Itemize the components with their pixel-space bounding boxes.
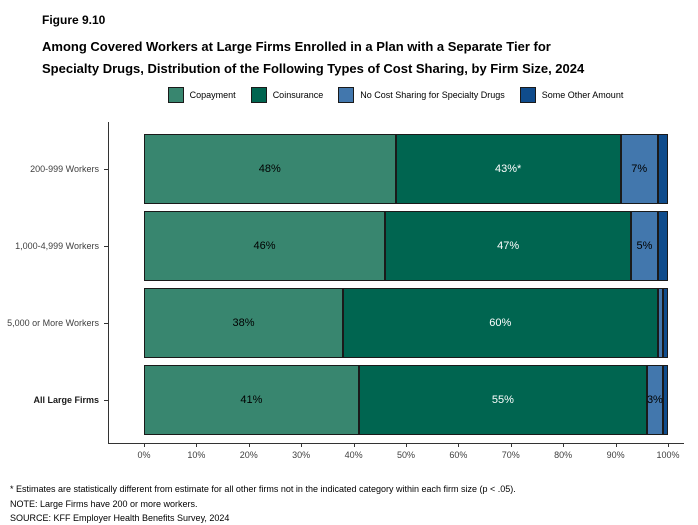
footnotes: * Estimates are statistically different … xyxy=(10,482,516,525)
x-axis-tick xyxy=(668,443,669,447)
bar-segment-5-000-or-more-workers-copayment: 38% xyxy=(144,288,344,358)
x-axis-tick xyxy=(248,443,250,447)
x-axis-tick xyxy=(615,443,617,447)
bar-value-label: 48% xyxy=(258,163,281,175)
x-axis-tick xyxy=(563,443,565,447)
x-axis-tick xyxy=(510,443,512,447)
legend-swatch-copayment xyxy=(167,87,184,103)
x-axis-tick-label: 0% xyxy=(137,450,151,460)
legend-swatch-some-other-amount xyxy=(519,87,536,103)
x-axis-tick-label: 30% xyxy=(292,450,311,460)
legend-label: Some Other Amount xyxy=(541,90,624,100)
legend-label: Coinsurance xyxy=(272,90,324,100)
bar-segment-200-999-workers-no-cost-sharing-for-specialty-drugs: 7% xyxy=(620,134,658,204)
bar-value-label: 5% xyxy=(636,240,653,252)
legend-swatch-no-cost-sharing-for-specialty-drugs xyxy=(338,87,355,103)
x-axis-tick xyxy=(406,443,407,447)
x-axis-tick-label: 40% xyxy=(344,450,363,460)
bar-row-1-000-4-999-workers: 46% 47% 5% xyxy=(109,211,684,281)
bar-segment-200-999-workers-coinsurance: 43%* xyxy=(395,134,621,204)
bar-segment-200-999-workers-copayment: 48% xyxy=(144,134,396,204)
x-axis-tick-label: 90% xyxy=(606,450,625,460)
footnote-note: NOTE: Large Firms have 200 or more worke… xyxy=(10,498,198,509)
bar-segment-200-999-workers-some-other-amount xyxy=(657,134,668,204)
figure-number: Figure 9.10 xyxy=(42,13,106,27)
legend-label: No Cost Sharing for Specialty Drugs xyxy=(360,90,505,100)
bar-segment-1-000-4-999-workers-no-cost-sharing-for-specialty-drugs: 5% xyxy=(631,211,658,281)
y-axis-tick xyxy=(104,400,108,401)
y-axis-label-200-999-workers: 200-999 Workers xyxy=(30,164,99,174)
x-axis-tick-label: 60% xyxy=(449,450,468,460)
x-axis-tick xyxy=(458,443,460,447)
legend-swatch-coinsurance xyxy=(250,87,267,103)
bar-value-label: 47% xyxy=(497,240,520,252)
legend-label: Copayment xyxy=(189,90,236,100)
y-axis-label-5-000-or-more-workers: 5,000 or More Workers xyxy=(7,318,99,328)
x-axis-tick-label: 10% xyxy=(187,450,206,460)
chart-title-line-2: Specialty Drugs, Distribution of the Fol… xyxy=(42,61,585,76)
chart-title-line-1: Among Covered Workers at Large Firms Enr… xyxy=(42,39,551,54)
bar-value-label: 38% xyxy=(232,317,255,329)
plot-panel: 200-999 Workers 48% 43%* 7% 1,000-4,999 Work… xyxy=(7,122,684,460)
bar-segment-all-large-firms-coinsurance: 55% xyxy=(358,365,648,435)
legend-item-copayment: Copayment xyxy=(167,87,236,103)
x-axis-tick xyxy=(196,443,198,447)
bar-value-label: 55% xyxy=(491,394,514,406)
legend-item-coinsurance: Coinsurance xyxy=(250,87,324,103)
bar-row-200-999-workers: 48% 43%* 7% xyxy=(109,134,684,204)
x-axis-tick-label: 20% xyxy=(239,450,258,460)
bar-segment-all-large-firms-no-cost-sharing-for-specialty-drugs: 3% xyxy=(647,365,663,435)
bar-value-label: 46% xyxy=(253,240,276,252)
legend-item-no-cost-sharing-for-specialty-drugs: No Cost Sharing for Specialty Drugs xyxy=(338,87,505,103)
x-axis-tick xyxy=(144,443,145,447)
y-axis-tick xyxy=(104,246,108,247)
bar-value-label: 43%* xyxy=(495,163,522,175)
bar-segment-1-000-4-999-workers-some-other-amount xyxy=(657,211,668,281)
x-axis-tick-label: 80% xyxy=(554,450,573,460)
bar-segment-all-large-firms-some-other-amount xyxy=(662,365,668,435)
bar-value-label: 60% xyxy=(489,317,512,329)
y-axis-tick xyxy=(104,169,108,170)
bar-segment-1-000-4-999-workers-copayment: 46% xyxy=(144,211,386,281)
x-axis-tick-label: 70% xyxy=(501,450,520,460)
bar-row-5-000-or-more-workers: 38% 60% xyxy=(109,288,684,358)
y-axis-label-all-large-firms: All Large Firms xyxy=(33,395,99,405)
chart-legend: Copayment Coinsurance No Cost Sharing for … xyxy=(108,86,683,104)
chart-header: Figure 9.10 Among Covered Workers at Lar… xyxy=(42,13,584,80)
bar-value-label: 3% xyxy=(646,394,663,406)
bar-value-label: 41% xyxy=(240,394,263,406)
bar-segment-5-000-or-more-workers-coinsurance: 60% xyxy=(343,288,658,358)
footnote-source: SOURCE: KFF Employer Health Benefits Sur… xyxy=(10,513,230,523)
x-axis-tick xyxy=(353,443,355,447)
y-axis-label-1-000-4-999-workers: 1,000-4,999 Workers xyxy=(15,241,99,251)
y-axis-tick xyxy=(104,323,108,324)
bar-row-all-large-firms: 41% 55% 3% xyxy=(109,365,684,435)
bar-segment-5-000-or-more-workers-no-cost-sharing-for-specialty-drugs xyxy=(657,288,663,358)
bar-segment-5-000-or-more-workers-some-other-amount xyxy=(662,288,668,358)
bar-segment-all-large-firms-copayment: 41% xyxy=(144,365,359,435)
footnote-significance: * Estimates are statistically different … xyxy=(10,484,516,494)
x-axis-tick xyxy=(301,443,303,447)
x-axis-tick-label: 100% xyxy=(656,450,680,460)
legend-item-some-other-amount: Some Other Amount xyxy=(519,87,624,103)
bar-value-label: 7% xyxy=(631,163,648,175)
x-axis-tick-label: 50% xyxy=(396,450,415,460)
bar-segment-1-000-4-999-workers-coinsurance: 47% xyxy=(385,211,632,281)
